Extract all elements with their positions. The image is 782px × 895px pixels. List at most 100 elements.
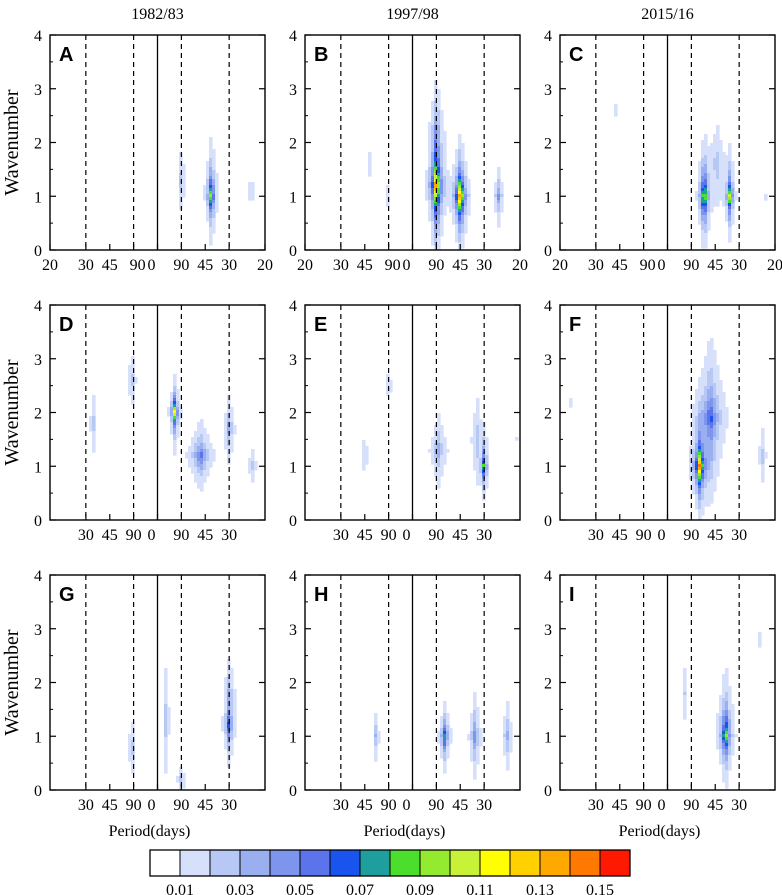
contour-cell bbox=[374, 737, 378, 741]
contour-cell bbox=[713, 407, 717, 411]
x-tick-label: 20 bbox=[767, 257, 782, 274]
contour-cell bbox=[692, 416, 696, 420]
contour-cell bbox=[440, 179, 444, 183]
contour-cell bbox=[212, 173, 216, 177]
contour-cell bbox=[707, 209, 711, 213]
contour-cell bbox=[212, 188, 216, 192]
contour-cell bbox=[764, 455, 768, 459]
contour-cell bbox=[233, 716, 237, 720]
y-tick-label: 4 bbox=[289, 568, 297, 585]
contour-cell bbox=[440, 233, 444, 237]
contour-cell bbox=[209, 191, 213, 195]
contour-cell bbox=[437, 479, 441, 483]
contour-cell bbox=[728, 734, 732, 738]
contour-cell bbox=[683, 677, 687, 681]
contour-cell bbox=[758, 461, 762, 465]
contour-cell bbox=[128, 749, 132, 753]
contour-cell bbox=[179, 185, 183, 189]
contour-cell bbox=[233, 428, 237, 432]
contour-cell bbox=[440, 164, 444, 168]
contour-cell bbox=[698, 386, 705, 390]
contour-cell bbox=[473, 419, 483, 423]
contour-cell bbox=[710, 437, 714, 441]
contour-cell bbox=[725, 764, 729, 768]
contour-cell bbox=[707, 428, 714, 432]
contour-cell bbox=[716, 731, 720, 735]
contour-cell bbox=[164, 722, 168, 726]
contour-cell bbox=[707, 395, 714, 399]
contour-cell bbox=[443, 209, 447, 213]
contour-cell bbox=[761, 458, 765, 462]
contour-cell bbox=[719, 719, 723, 723]
contour-cell bbox=[485, 449, 489, 453]
contour-cell bbox=[731, 191, 735, 195]
contour-cell bbox=[434, 212, 438, 216]
contour-cell bbox=[224, 731, 228, 735]
contour-cell bbox=[698, 218, 702, 222]
contour-cell bbox=[473, 464, 480, 468]
contour-cell bbox=[437, 173, 441, 177]
contour-cell bbox=[725, 182, 729, 186]
contour-cell bbox=[443, 716, 447, 720]
contour-cell bbox=[503, 725, 507, 729]
contour-cell bbox=[713, 410, 717, 414]
colorbar-frame bbox=[149, 849, 631, 877]
contour-cell bbox=[128, 368, 135, 372]
contour-cell bbox=[92, 413, 96, 417]
contour-cell bbox=[230, 695, 234, 699]
contour-cell bbox=[212, 218, 216, 222]
contour-cell bbox=[362, 446, 369, 450]
contour-cell bbox=[725, 185, 729, 189]
contour-cell bbox=[710, 179, 729, 183]
contour-cell bbox=[374, 740, 378, 744]
contour-cell bbox=[374, 752, 378, 756]
contour-cell bbox=[761, 455, 765, 459]
contour-cell bbox=[164, 740, 168, 744]
contour-cell bbox=[179, 410, 183, 414]
contour-cell bbox=[503, 746, 507, 750]
contour-cell bbox=[443, 752, 447, 756]
contour-cell bbox=[473, 458, 480, 462]
x-tick-label: 45 bbox=[197, 797, 213, 814]
contour-cell bbox=[722, 758, 726, 762]
contour-cell bbox=[722, 200, 726, 204]
contour-cell bbox=[698, 164, 702, 168]
contour-cell bbox=[179, 782, 186, 786]
contour-cell bbox=[698, 446, 702, 450]
contour-cell bbox=[692, 407, 699, 411]
contour-cell bbox=[470, 716, 474, 720]
contour-cell bbox=[224, 413, 228, 417]
contour-cell bbox=[428, 170, 432, 174]
contour-cell bbox=[209, 155, 216, 159]
contour-cell bbox=[464, 161, 468, 165]
contour-cell bbox=[209, 182, 213, 186]
contour-cell bbox=[425, 170, 429, 174]
contour-cell bbox=[224, 713, 228, 717]
contour-cell bbox=[431, 149, 435, 153]
contour-cell bbox=[728, 149, 732, 153]
contour-cell bbox=[197, 428, 207, 432]
contour-cell bbox=[713, 473, 720, 477]
x-tick-label: 45 bbox=[357, 797, 373, 814]
contour-cell bbox=[707, 410, 714, 414]
contour-cell bbox=[698, 383, 708, 387]
colorbar-swatch bbox=[539, 849, 571, 877]
contour-cell bbox=[437, 119, 441, 123]
contour-cell bbox=[485, 479, 489, 483]
contour-cell bbox=[704, 386, 711, 390]
contour-cell bbox=[428, 188, 432, 192]
contour-cell bbox=[230, 707, 234, 711]
contour-cell bbox=[716, 446, 723, 450]
y-tick-label: 1 bbox=[34, 729, 42, 746]
contour-cell bbox=[461, 158, 465, 162]
contour-cell bbox=[431, 167, 435, 171]
contour-cell bbox=[452, 206, 456, 210]
contour-cell bbox=[473, 764, 477, 768]
contour-cell bbox=[731, 752, 735, 756]
contour-cell bbox=[452, 200, 456, 204]
contour-cell bbox=[710, 464, 714, 468]
contour-cell bbox=[170, 428, 174, 432]
contour-cell bbox=[716, 407, 720, 411]
x-tick-label: 90 bbox=[636, 797, 652, 814]
panel-label: G bbox=[59, 584, 75, 606]
